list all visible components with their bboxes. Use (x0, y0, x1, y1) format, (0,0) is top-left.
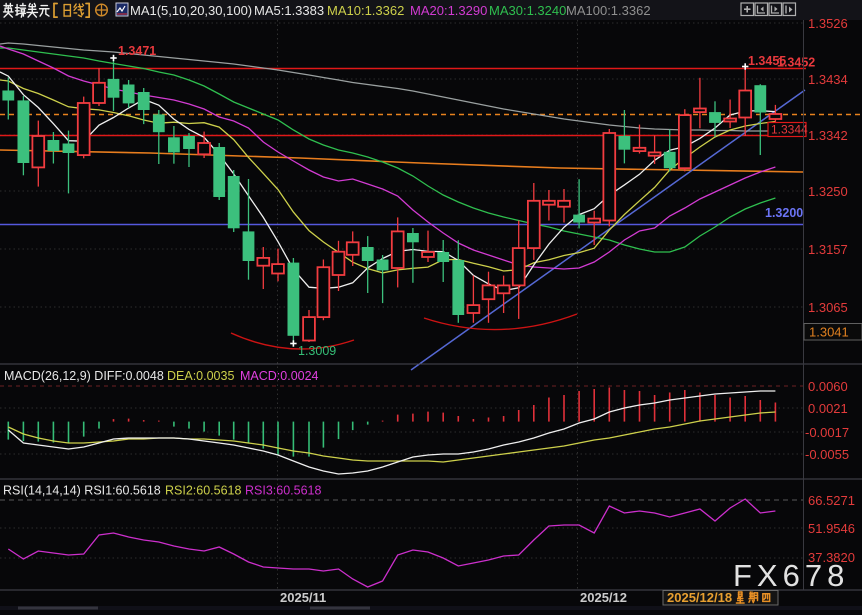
svg-text:MA5:1.3383: MA5:1.3383 (254, 3, 324, 18)
svg-text:66.5271: 66.5271 (808, 493, 855, 508)
svg-text:1.3471: 1.3471 (118, 44, 156, 58)
svg-text:-0.0017: -0.0017 (805, 425, 849, 440)
svg-text:MACD:0.0024: MACD:0.0024 (240, 369, 319, 383)
svg-text:2025/11: 2025/11 (280, 590, 326, 605)
svg-text:FX678: FX678 (733, 558, 849, 593)
svg-text:1.3434: 1.3434 (808, 72, 848, 87)
svg-text:MACD(26,12,9) DIFF:0.0048: MACD(26,12,9) DIFF:0.0048 (4, 369, 164, 383)
svg-text:MA10:1.3362: MA10:1.3362 (327, 3, 404, 18)
svg-text:RSI2:60.5618: RSI2:60.5618 (165, 484, 241, 498)
svg-text:1.3041: 1.3041 (809, 325, 849, 340)
svg-text:0.0060: 0.0060 (808, 379, 848, 394)
svg-text:37.3820: 37.3820 (808, 550, 855, 565)
svg-text:MA30:1.3240: MA30:1.3240 (489, 3, 566, 18)
svg-text:2025/12/18: 2025/12/18 (667, 590, 732, 605)
svg-text:1.3452: 1.3452 (777, 56, 815, 70)
svg-text:1.3250: 1.3250 (808, 184, 848, 199)
svg-text:1.3455: 1.3455 (748, 54, 786, 68)
svg-text:2025/12: 2025/12 (580, 590, 627, 605)
svg-text:MA1(5,10,20,30,100): MA1(5,10,20,30,100) (130, 3, 252, 18)
svg-text:RSI(14,14,14) RSI1:60.5618: RSI(14,14,14) RSI1:60.5618 (3, 484, 161, 498)
svg-text:1.3009: 1.3009 (298, 344, 336, 358)
svg-text:1.3344: 1.3344 (771, 123, 808, 137)
svg-text:RSI3:60.5618: RSI3:60.5618 (245, 484, 321, 498)
svg-text:51.9546: 51.9546 (808, 521, 855, 536)
svg-text:1.3342: 1.3342 (808, 128, 848, 143)
svg-text:1.3157: 1.3157 (808, 242, 848, 257)
svg-text:1.3526: 1.3526 (808, 16, 848, 31)
svg-text:MA20:1.3290: MA20:1.3290 (410, 3, 487, 18)
svg-text:1.3200: 1.3200 (765, 206, 803, 220)
svg-text:-0.0055: -0.0055 (805, 447, 849, 462)
svg-text:DEA:0.0035: DEA:0.0035 (167, 369, 234, 383)
svg-text:MA100:1.3362: MA100:1.3362 (566, 3, 651, 18)
svg-text:1.3065: 1.3065 (808, 300, 848, 315)
svg-text:0.0021: 0.0021 (808, 401, 848, 416)
